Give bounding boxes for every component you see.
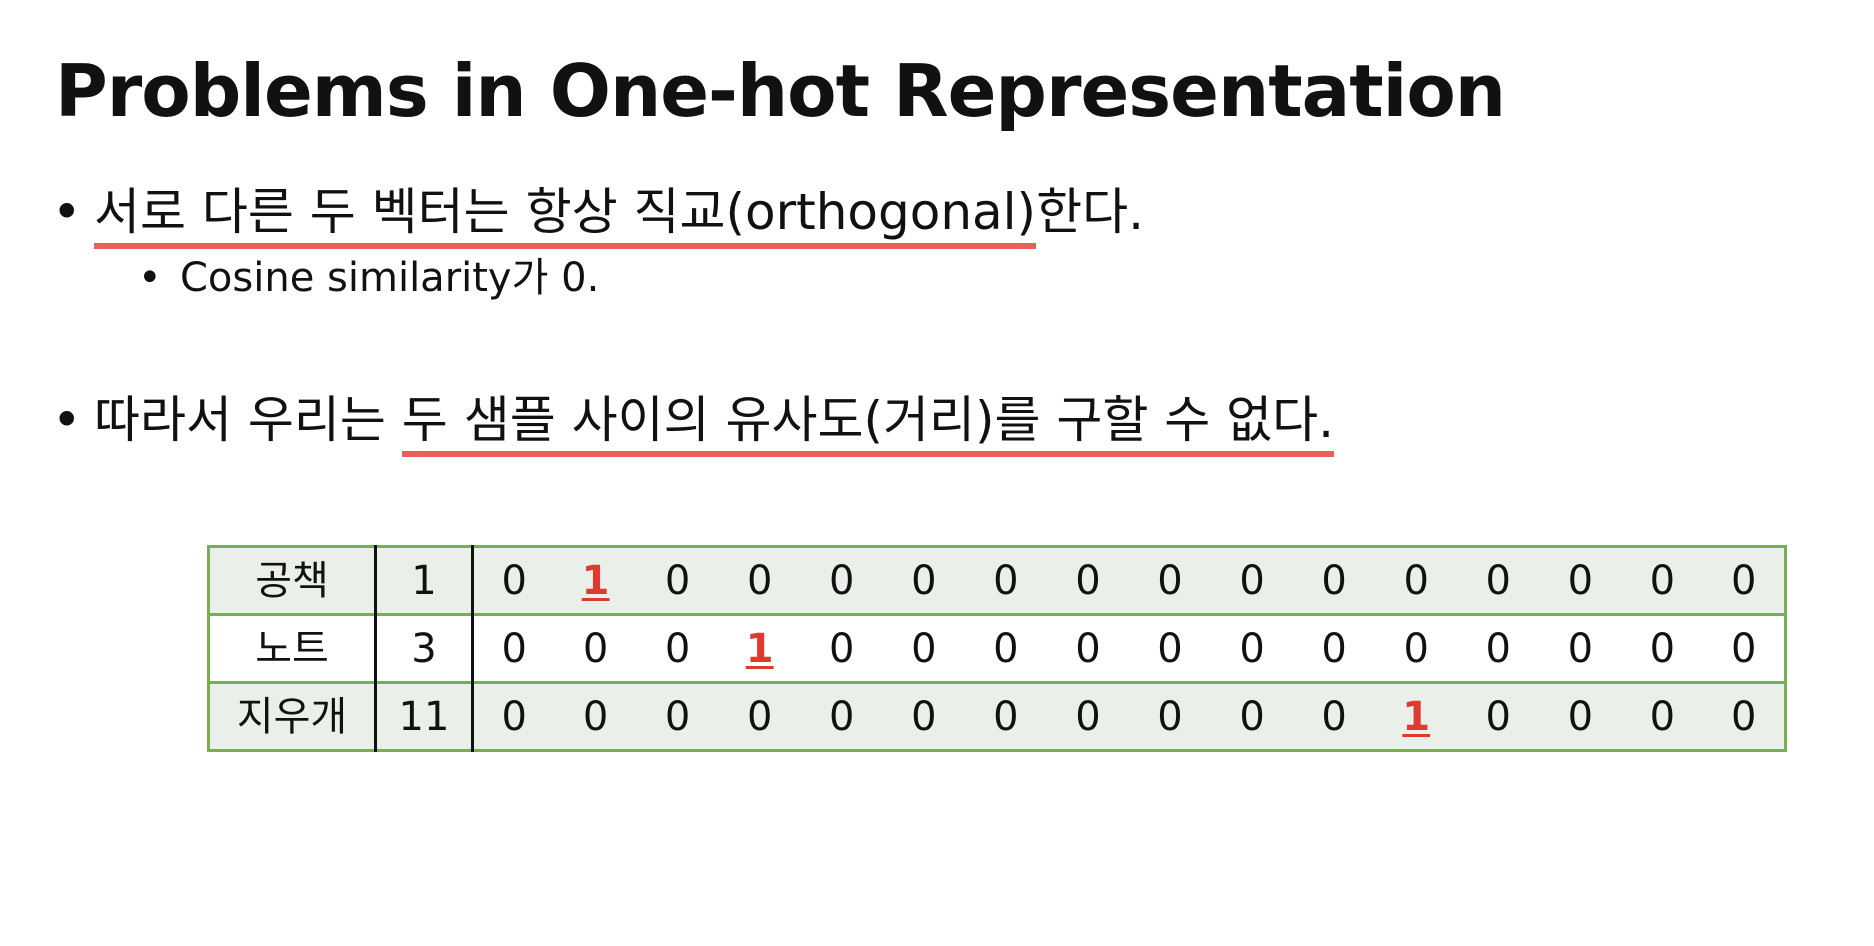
one-hot-cell: 0: [964, 681, 1047, 751]
one-hot-table-body: 공책 1 0 1 0 0 0 0 0 0 0 0 0 0 0 0 0 0 노트 3 0 0 0 1 0 0 0 0 0 0 0 0 0 0 0 0 지우…: [208, 546, 1786, 751]
highlighted-text: 서로 다른 두 벡터는 항상 직교(orthogonal): [94, 183, 1037, 249]
table-row: 공책 1 0 1 0 0 0 0 0 0 0 0 0 0 0 0 0 0: [208, 546, 1786, 615]
table-row: 노트 3 0 0 0 1 0 0 0 0 0 0 0 0 0 0 0 0: [208, 613, 1786, 683]
one-hot-cell: 0: [1239, 557, 1265, 604]
one-hot-cell: 0: [554, 681, 637, 751]
table-row: 지우개 11 0 0 0 0 0 0 0 0 0 0 0 1 0 0 0 0: [208, 681, 1786, 751]
one-hot-cell: 0: [501, 557, 527, 604]
one-hot-cell: 0: [1567, 557, 1594, 604]
one-hot-cell: 0: [1649, 557, 1676, 604]
one-hot-cell: 0: [1293, 681, 1376, 751]
slide-title: Problems in One-hot Representation: [55, 49, 1506, 133]
one-hot-cell: 0: [746, 557, 773, 604]
one-hot-cell: 0: [1457, 681, 1540, 751]
one-hot-cell: 0: [1703, 613, 1786, 683]
one-hot-cell: 0: [1075, 557, 1101, 604]
one-hot-cell: 0: [636, 613, 719, 683]
bullet-text: Cosine similarity가 0.: [180, 255, 600, 301]
one-hot-cell: 0: [1321, 557, 1347, 604]
one-hot-cell: 0: [664, 557, 691, 604]
one-hot-cell: 0: [1211, 681, 1294, 751]
bullet-marker: •: [52, 183, 82, 241]
bullet-marker: •: [138, 255, 162, 301]
word-cell: 지우개: [208, 681, 377, 751]
one-hot-cell: 0: [964, 613, 1047, 683]
highlighted-text: 두 샘플 사이의 유사도(거리)를 구할 수 없다.: [401, 391, 1335, 457]
one-hot-cell: 0: [636, 681, 719, 751]
one-hot-cell: 0: [800, 613, 883, 683]
one-hot-cell-active: 1: [718, 613, 801, 683]
one-hot-cell: 0: [1539, 613, 1622, 683]
one-hot-table: 공책 1 0 1 0 0 0 0 0 0 0 0 0 0 0 0 0 0 노트 3 0 0 0 1 0 0 0 0 0 0 0 0 0 0 0 0 지우…: [207, 545, 1787, 752]
bullet-text: 따라서 우리는: [94, 391, 402, 449]
one-hot-cell: 0: [1403, 557, 1429, 604]
bullet-marker: •: [52, 391, 82, 449]
one-hot-cell: 0: [472, 681, 555, 751]
index-cell: 1: [375, 546, 474, 615]
one-hot-cell: 0: [1211, 613, 1294, 683]
one-hot-cell: 0: [1539, 681, 1622, 751]
one-hot-cell: 0: [800, 681, 883, 751]
bullet-similarity: • 따라서 우리는 두 샘플 사이의 유사도(거리)를 구할 수 없다.: [52, 390, 1335, 457]
sub-bullet-cosine: • Cosine similarity가 0.: [138, 254, 599, 302]
one-hot-cell: 0: [554, 613, 637, 683]
one-hot-cell: 0: [1129, 613, 1212, 683]
one-hot-cell: 0: [1375, 613, 1458, 683]
one-hot-cell: 0: [1157, 557, 1183, 604]
one-hot-cell: 0: [1293, 613, 1376, 683]
one-hot-cell: 0: [472, 613, 555, 683]
one-hot-cell: 0: [1129, 681, 1212, 751]
index-cell: 3: [375, 613, 474, 683]
one-hot-cell: 0: [718, 681, 801, 751]
word-cell: 공책: [208, 546, 377, 615]
word-cell: 노트: [208, 613, 377, 683]
one-hot-cell: 0: [1457, 613, 1540, 683]
one-hot-cell: 0: [1703, 681, 1786, 751]
one-hot-cell: 0: [1621, 681, 1704, 751]
one-hot-cell: 0: [882, 613, 965, 683]
one-hot-cell: 0: [1621, 613, 1704, 683]
one-hot-cell: 0: [993, 557, 1019, 604]
one-hot-cell-active: 1: [1375, 681, 1458, 751]
bullet-text: 한다.: [1036, 183, 1144, 241]
one-hot-cell-active: 1: [581, 557, 610, 604]
one-hot-cell: 0: [1046, 613, 1129, 683]
one-hot-cell: 0: [1046, 681, 1129, 751]
index-cell: 11: [375, 681, 474, 751]
one-hot-cell: 0: [1730, 557, 1757, 604]
one-hot-cell: 0: [911, 557, 937, 604]
bullet-orthogonal: • 서로 다른 두 벡터는 항상 직교(orthogonal)한다.: [52, 182, 1144, 249]
one-hot-cell: 0: [1485, 557, 1511, 604]
one-hot-cell: 0: [829, 557, 855, 604]
one-hot-cell: 0: [882, 681, 965, 751]
